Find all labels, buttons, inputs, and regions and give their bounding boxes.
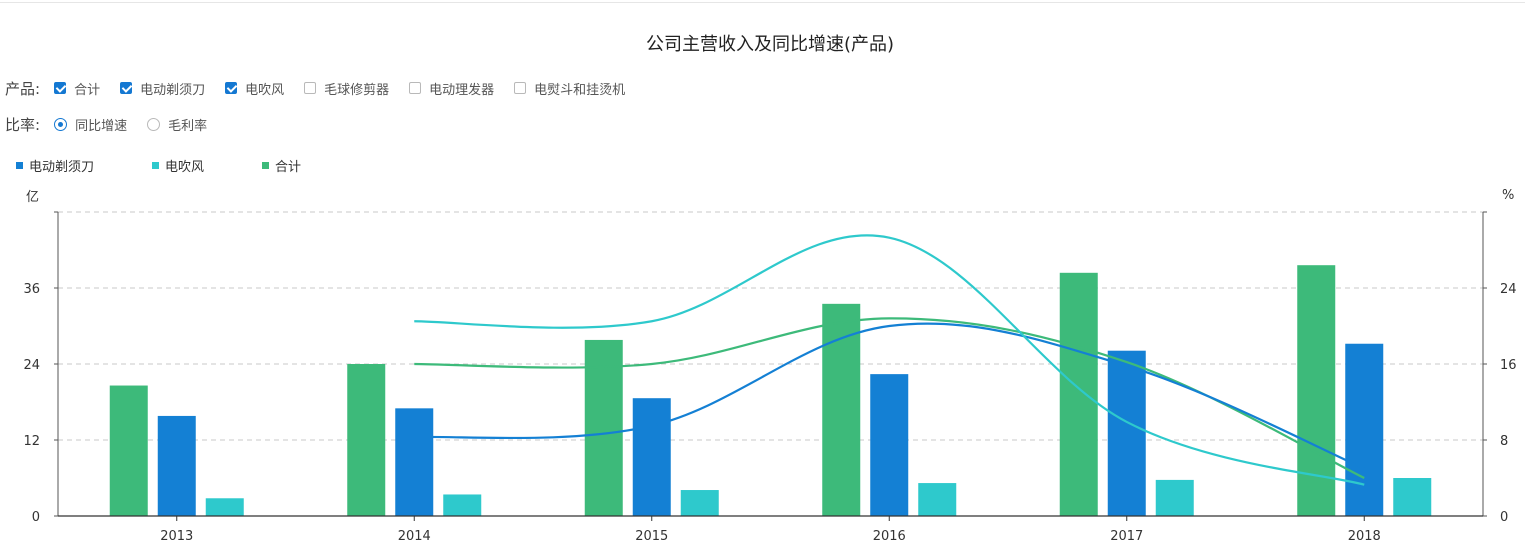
- bar-2-4: [1155, 479, 1194, 516]
- checkbox-empty-icon[interactable]: [304, 82, 317, 94]
- x-tick-label: 2016: [873, 529, 906, 544]
- checkbox-empty-icon[interactable]: [409, 82, 422, 94]
- bar-1-0: [157, 415, 196, 516]
- radio-selected-icon[interactable]: [54, 117, 68, 131]
- product-filter-label: 产品:: [5, 79, 41, 98]
- left-axis-unit: 亿: [26, 190, 40, 205]
- chart-title: 公司主营收入及同比增速(产品): [645, 34, 895, 55]
- x-tick-label: 2014: [398, 529, 431, 544]
- left-tick-label: 0: [32, 510, 40, 525]
- checkbox-empty-icon[interactable]: [514, 82, 527, 94]
- bar-0-1: [347, 364, 386, 516]
- legend-swatch: [16, 161, 23, 169]
- bar-0-3: [822, 303, 861, 516]
- product-option-label: 电动理发器: [429, 82, 495, 98]
- x-tick-label: 2018: [1348, 529, 1381, 544]
- legend-swatch: [152, 161, 160, 169]
- legend-swatch: [262, 161, 270, 169]
- legend-label: 电动剃须刀: [29, 159, 95, 175]
- left-tick-label: 36: [23, 282, 40, 297]
- chart-legend: 电动剃须刀 电吹风 合计: [16, 156, 359, 175]
- legend-item-1[interactable]: 电吹风: [152, 156, 204, 175]
- line-1: [414, 322, 1365, 470]
- bar-2-3: [918, 483, 957, 516]
- product-option-label: 电熨斗和挂烫机: [534, 82, 626, 98]
- product-option-label: 合计: [74, 82, 101, 98]
- ratio-option-1[interactable]: 毛利率: [147, 115, 207, 134]
- radio-empty-icon[interactable]: [147, 117, 161, 131]
- checkbox-checked-icon[interactable]: [54, 82, 67, 94]
- ratio-option-label: 同比增速: [75, 118, 128, 134]
- bar-2-2: [680, 490, 719, 516]
- right-tick-label: 16: [1500, 358, 1517, 373]
- product-option-label: 毛球修剪器: [324, 82, 390, 98]
- x-tick-label: 2017: [1110, 529, 1143, 544]
- x-tick-label: 2015: [635, 529, 668, 544]
- bar-1-5: [1345, 343, 1384, 516]
- bar-1-1: [395, 408, 434, 516]
- product-option-5[interactable]: 电熨斗和挂烫机: [514, 79, 625, 98]
- right-tick-label: 0: [1500, 510, 1508, 525]
- top-divider: [0, 2, 1525, 3]
- bar-1-4: [1107, 350, 1146, 516]
- product-option-4[interactable]: 电动理发器: [409, 79, 494, 98]
- bar-0-4: [1059, 272, 1098, 516]
- left-tick-label: 24: [23, 358, 40, 373]
- legend-item-2[interactable]: 合计: [262, 156, 301, 175]
- checkbox-checked-icon[interactable]: [225, 82, 238, 94]
- ratio-filter-label: 比率:: [5, 115, 41, 134]
- product-option-0[interactable]: 合计: [54, 79, 100, 98]
- line-2: [414, 234, 1365, 486]
- ratio-filter-row: 比率: 同比增速 毛利率: [5, 112, 227, 136]
- legend-item-0[interactable]: 电动剃须刀: [16, 156, 94, 175]
- bar-0-0: [109, 385, 148, 516]
- ratio-option-label: 毛利率: [168, 118, 208, 134]
- legend-label: 电吹风: [165, 159, 205, 175]
- bar-2-1: [443, 494, 482, 516]
- product-option-label: 电吹风: [245, 82, 285, 98]
- product-option-1[interactable]: 电动剃须刀: [120, 79, 205, 98]
- legend-label: 合计: [275, 159, 302, 175]
- ratio-option-0[interactable]: 同比增速: [54, 115, 127, 134]
- bar-1-3: [870, 374, 909, 516]
- checkbox-checked-icon[interactable]: [120, 82, 133, 94]
- product-filter-row: 产品: 合计 电动剃须刀 电吹风 毛球修剪器 电动理发器 电熨斗和挂烫机: [5, 76, 645, 100]
- right-tick-label: 8: [1500, 434, 1508, 449]
- product-option-3[interactable]: 毛球修剪器: [304, 79, 389, 98]
- product-option-2[interactable]: 电吹风: [225, 79, 284, 98]
- bar-2-0: [205, 498, 244, 516]
- bar-2-5: [1393, 478, 1432, 516]
- x-tick-label: 2013: [160, 529, 193, 544]
- product-option-label: 电动剃须刀: [140, 82, 206, 98]
- left-tick-label: 12: [23, 434, 40, 449]
- bar-0-2: [584, 339, 623, 516]
- bar-1-2: [632, 398, 671, 516]
- right-axis-unit: %: [1502, 188, 1515, 203]
- right-tick-label: 24: [1500, 282, 1517, 297]
